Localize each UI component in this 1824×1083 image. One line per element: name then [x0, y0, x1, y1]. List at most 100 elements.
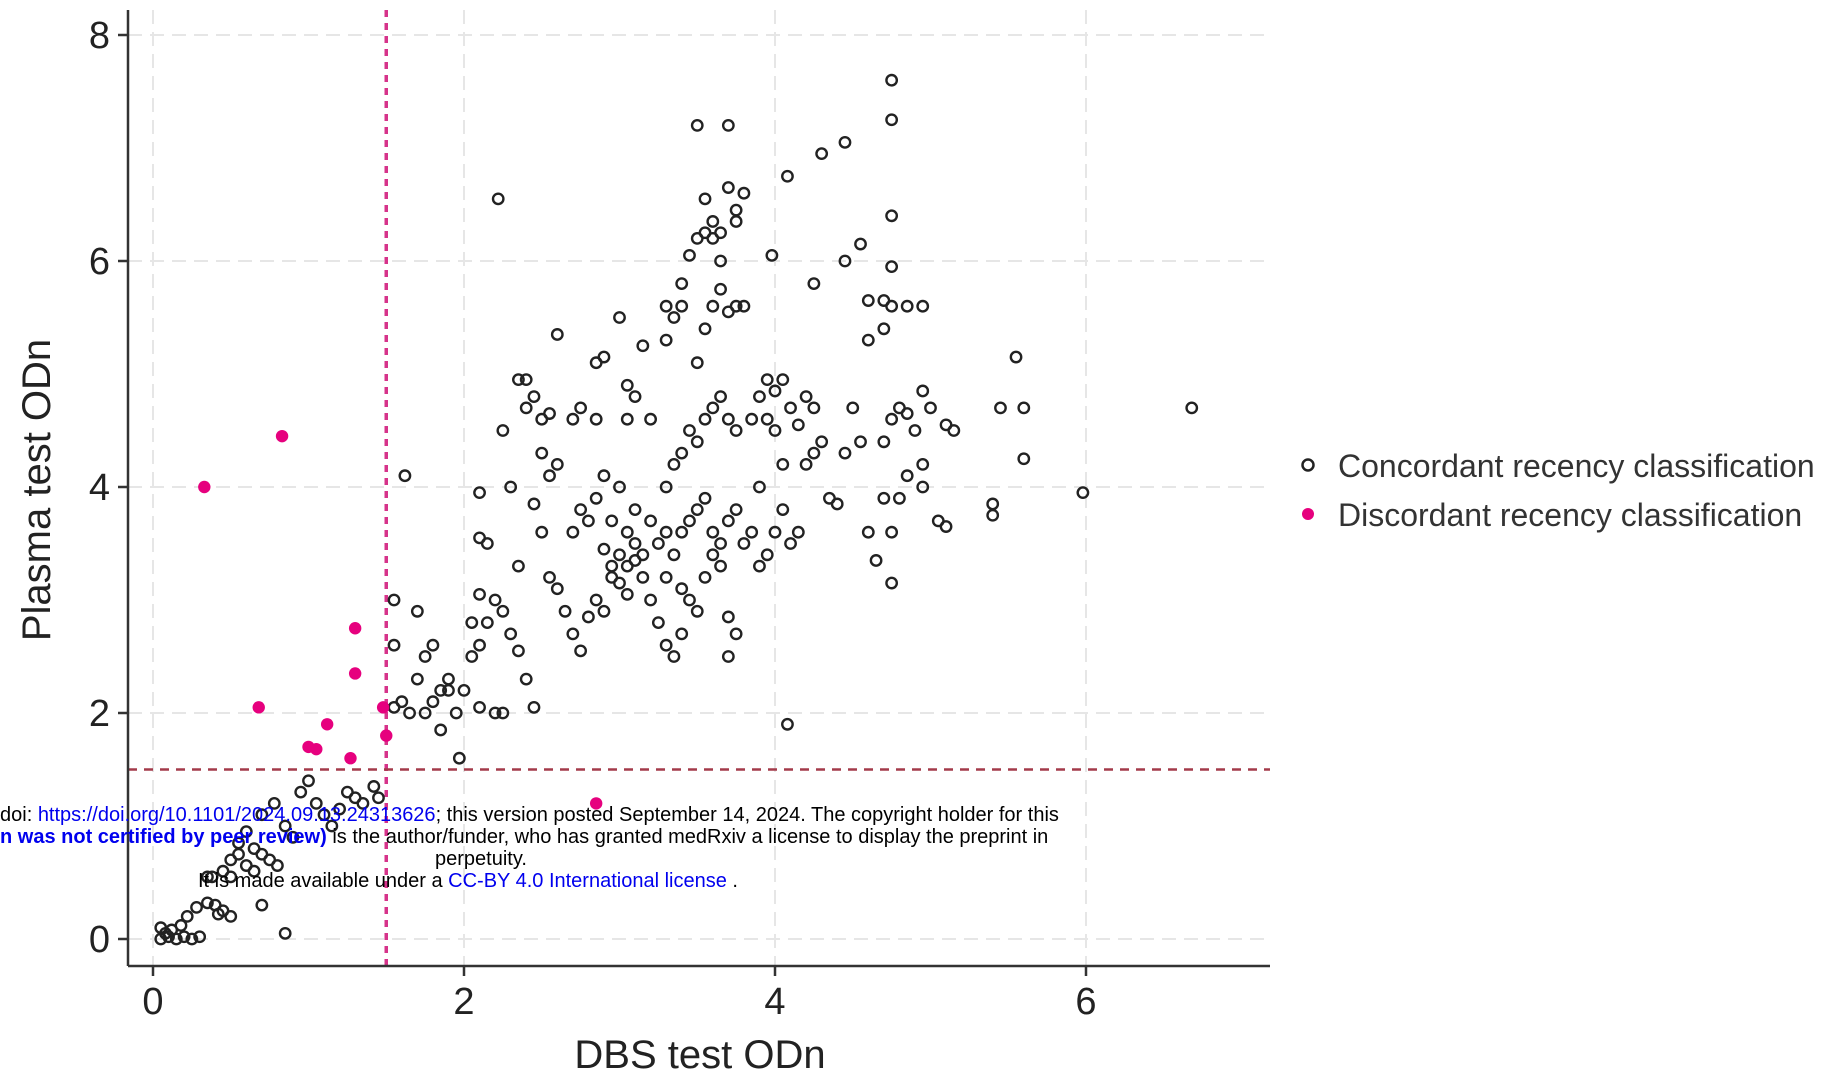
point-concordant-174 — [706, 401, 720, 415]
point-concordant-221 — [815, 147, 829, 161]
point-concordant-79 — [465, 616, 479, 629]
point-concordant-15 — [224, 910, 238, 923]
point-concordant-211 — [768, 384, 782, 398]
point-concordant-64 — [449, 706, 463, 720]
point-concordant-69 — [488, 593, 502, 607]
point-concordant-225 — [861, 294, 875, 307]
point-concordant-139 — [659, 333, 673, 347]
point-concordant-232 — [916, 299, 930, 313]
point-concordant-192 — [729, 299, 743, 313]
point-concordant-217 — [815, 435, 829, 449]
line2-text: is the author/funder, who has granted me… — [326, 826, 1049, 848]
point-concordant-172 — [690, 435, 704, 449]
point-concordant-115 — [659, 638, 673, 652]
point-concordant-125 — [620, 525, 634, 539]
point-concordant-275 — [613, 576, 626, 590]
point-concordant-180 — [690, 604, 704, 618]
point-concordant-242 — [869, 554, 883, 567]
point-concordant-142 — [675, 299, 689, 313]
point-concordant-229 — [877, 322, 891, 336]
point-concordant-99 — [535, 525, 549, 539]
y-tick-label-6: 6 — [89, 241, 110, 283]
point-concordant-214 — [791, 418, 805, 432]
point-concordant-74 — [527, 700, 541, 714]
point-concordant-96 — [550, 457, 564, 471]
point-concordant-20 — [232, 847, 245, 861]
point-concordant-267 — [1076, 486, 1090, 500]
point-concordant-255 — [916, 384, 930, 398]
point-concordant-163 — [698, 491, 712, 505]
point-concordant-241 — [861, 525, 875, 539]
point-concordant-9 — [174, 919, 188, 932]
point-concordant-114 — [651, 616, 665, 629]
point-concordant-235 — [885, 73, 899, 87]
point-concordant-170 — [675, 446, 689, 460]
peer-review-link[interactable]: n was not certified by peer review) — [0, 826, 327, 848]
point-concordant-273 — [597, 542, 611, 556]
point-concordant-78 — [452, 751, 466, 765]
point-concordant-277 — [628, 554, 642, 567]
point-concordant-49 — [395, 695, 409, 709]
point-concordant-218 — [765, 248, 779, 262]
point-concordant-42 — [372, 791, 385, 805]
point-concordant-167 — [729, 503, 743, 516]
point-concordant-10 — [180, 910, 194, 923]
reference-lines — [128, 10, 1270, 966]
point-concordant-112 — [636, 571, 650, 584]
point-concordant-111 — [628, 537, 642, 550]
point-concordant-86 — [504, 480, 518, 494]
point-concordant-227 — [885, 299, 899, 313]
point-concordant-254 — [916, 480, 930, 494]
point-concordant-169 — [667, 457, 681, 471]
data-points — [154, 73, 1199, 946]
watermark-line-4: It is made available under a CC-BY 4.0 I… — [198, 870, 738, 892]
watermark-line-3: perpetuity. — [435, 848, 527, 870]
point-concordant-230 — [885, 260, 899, 274]
point-concordant-37 — [333, 802, 346, 816]
point-concordant-220 — [807, 277, 821, 290]
point-concordant-249 — [885, 412, 899, 426]
point-concordant-222 — [838, 135, 852, 149]
point-discordant-2 — [252, 701, 265, 714]
point-concordant-82 — [480, 537, 494, 550]
point-concordant-61 — [426, 695, 440, 709]
point-discordant-0 — [198, 480, 211, 494]
point-concordant-168 — [659, 480, 673, 494]
point-concordant-202 — [768, 525, 782, 539]
point-concordant-175 — [714, 390, 727, 403]
license-link[interactable]: CC-BY 4.0 International license — [448, 870, 727, 892]
y-axis-title: Plasma test ODn — [15, 339, 59, 641]
doi-link[interactable]: https://doi.org/10.1101/2024.09.13.24313… — [37, 804, 436, 826]
point-concordant-57 — [387, 593, 401, 607]
point-concordant-164 — [706, 525, 720, 539]
point-concordant-124 — [613, 480, 626, 494]
point-concordant-65 — [457, 684, 471, 697]
point-discordant-11 — [589, 797, 603, 810]
y-tick-label-2: 2 — [89, 693, 110, 735]
point-concordant-237 — [830, 497, 844, 511]
point-concordant-105 — [582, 610, 595, 624]
point-concordant-47 — [201, 870, 214, 884]
point-concordant-261 — [986, 497, 1000, 511]
point-concordant-138 — [644, 412, 657, 426]
point-concordant-98 — [527, 497, 541, 511]
point-concordant-76 — [473, 700, 486, 714]
point-concordant-231 — [900, 299, 914, 313]
point-concordant-253 — [916, 457, 930, 471]
point-concordant-219 — [781, 169, 794, 183]
point-concordant-90 — [519, 373, 533, 387]
point-concordant-46 — [224, 870, 238, 884]
point-discordant-5 — [320, 718, 334, 731]
point-concordant-178 — [675, 582, 689, 596]
point-concordant-228 — [861, 333, 875, 347]
x-tick-label-6: 6 — [1075, 981, 1096, 1023]
point-concordant-71 — [504, 627, 518, 641]
point-concordant-106 — [589, 593, 603, 607]
point-concordant-68 — [480, 616, 494, 629]
point-concordant-198 — [737, 537, 751, 550]
point-concordant-274 — [605, 559, 619, 573]
point-discordant-9 — [376, 701, 390, 714]
point-concordant-246 — [893, 491, 906, 505]
point-concordant-87 — [512, 559, 525, 573]
x-axis-title: DBS test ODn — [574, 1033, 825, 1077]
